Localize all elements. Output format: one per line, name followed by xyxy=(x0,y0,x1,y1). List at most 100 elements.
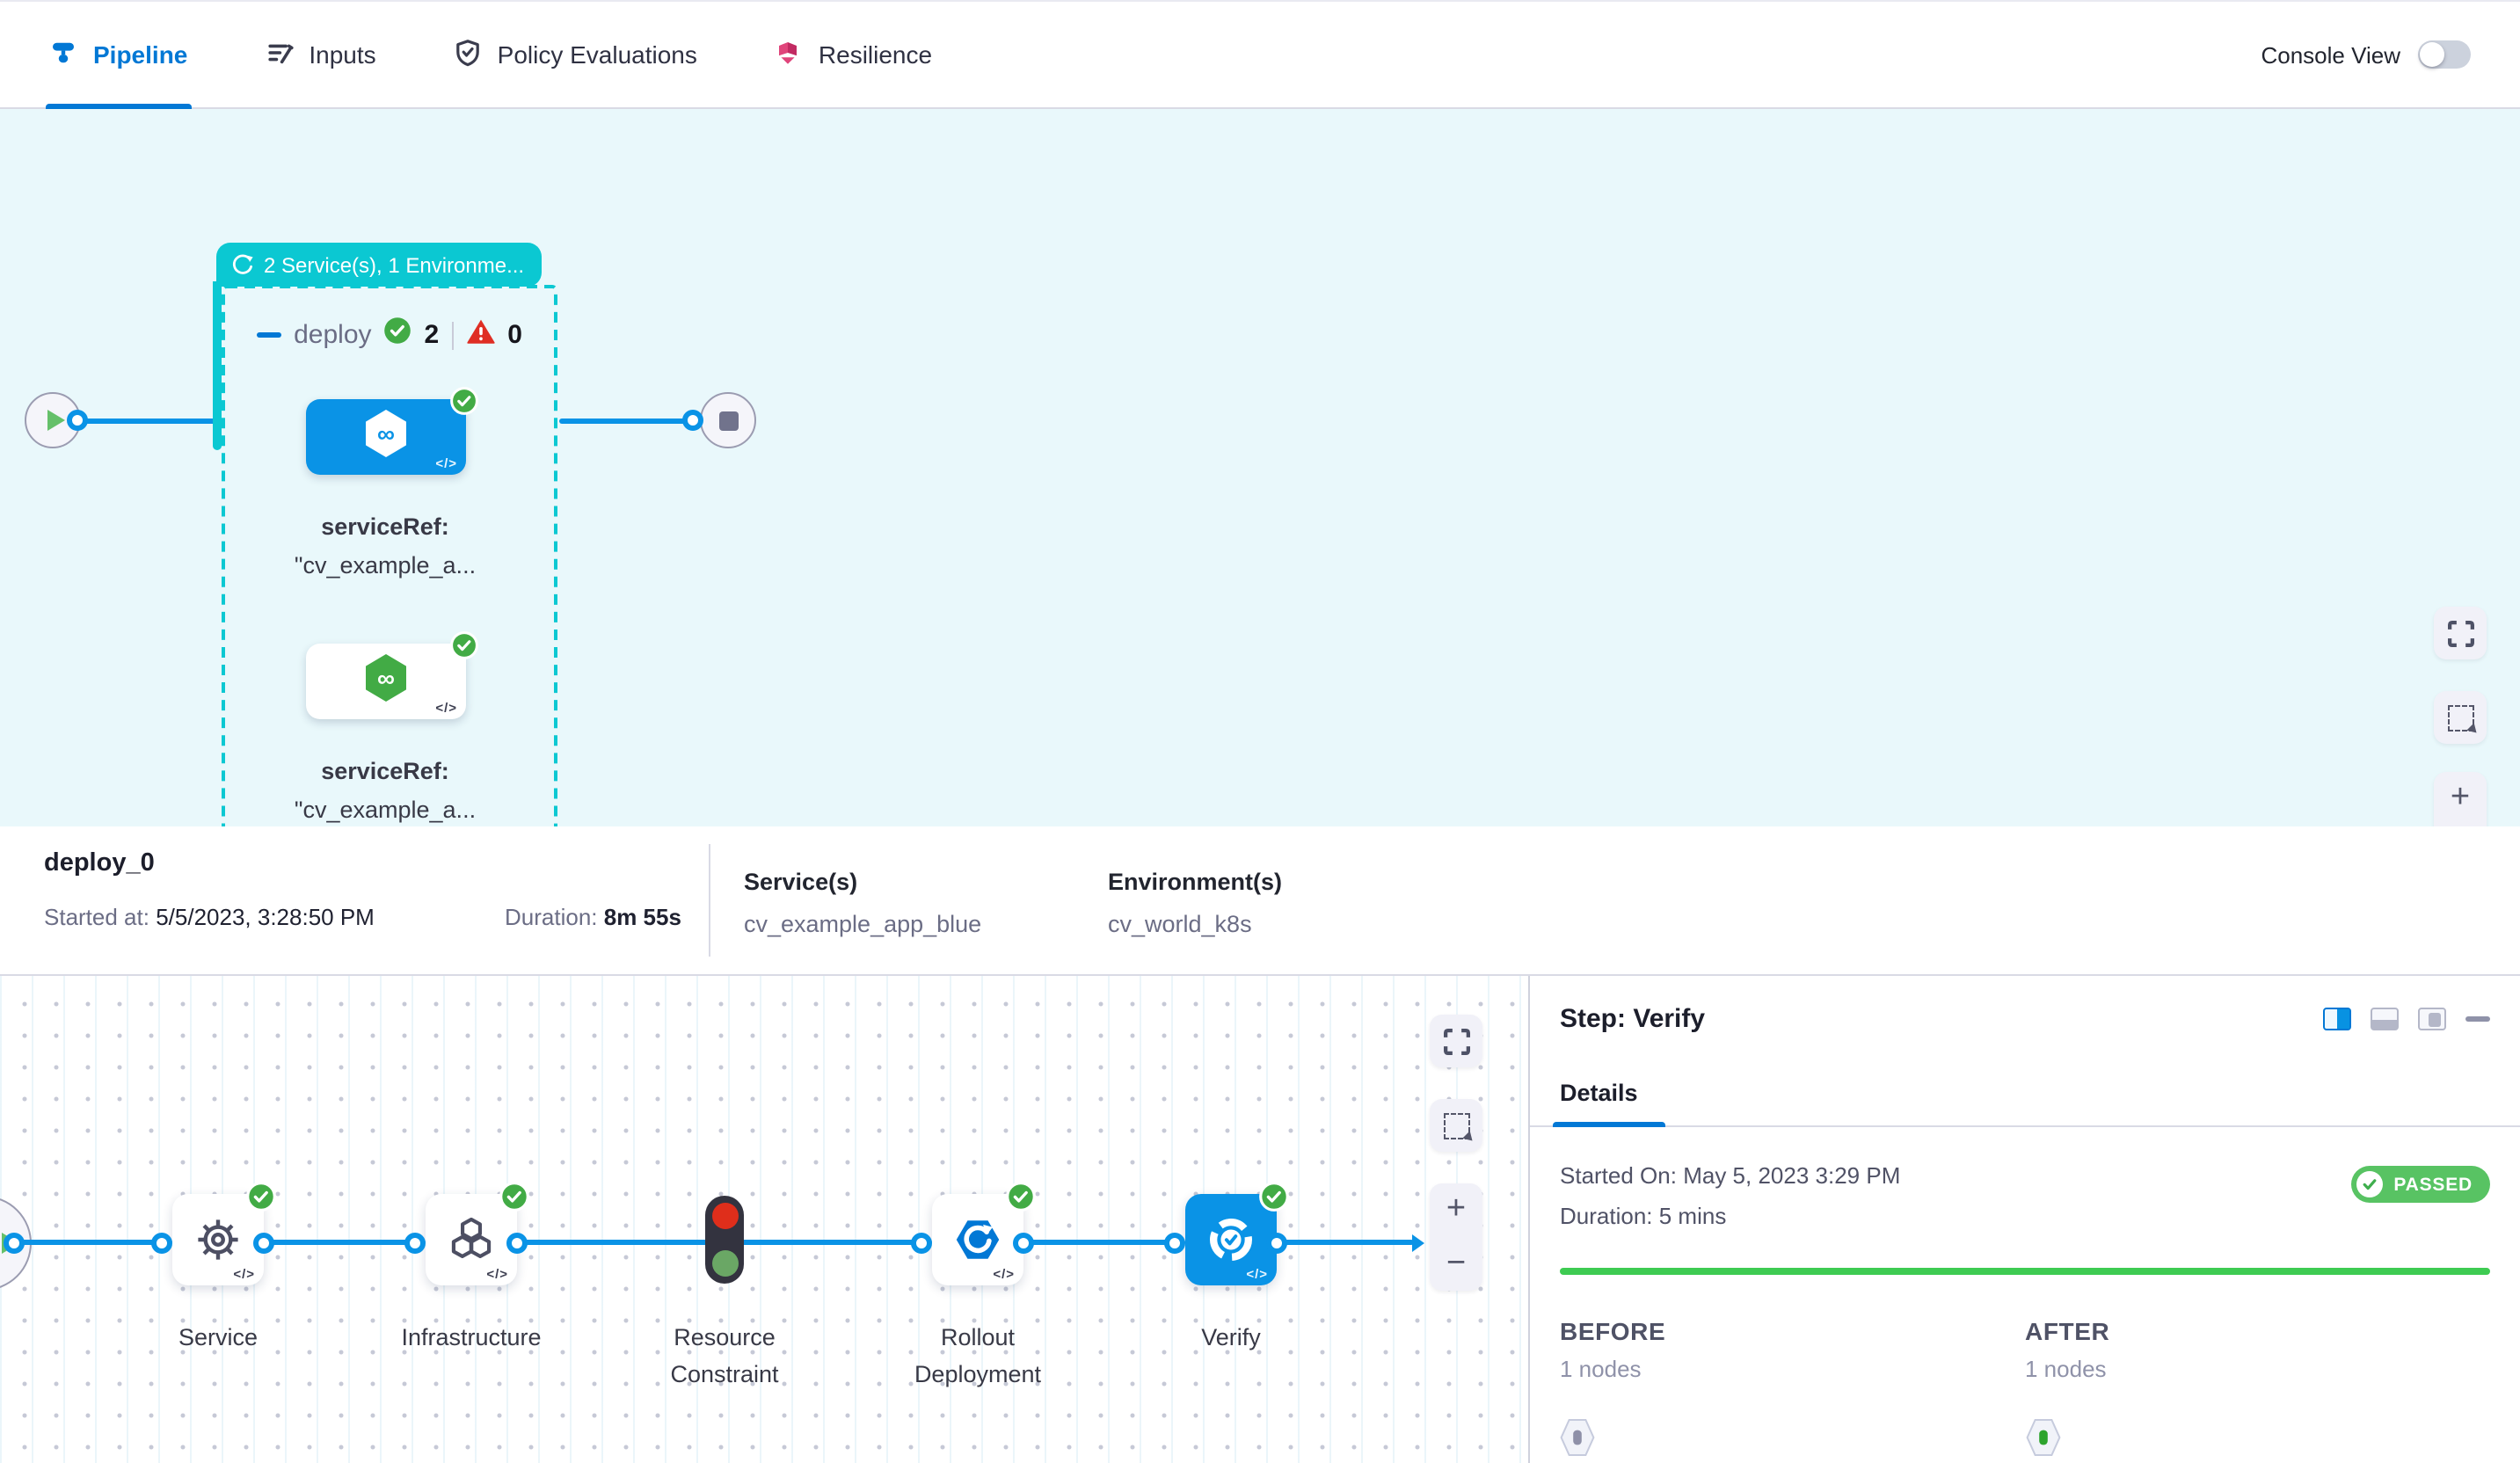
fit-to-screen-button[interactable] xyxy=(1430,1015,1482,1067)
service-ref-value: "cv_example_a... xyxy=(294,797,477,823)
status-success-badge xyxy=(499,1182,529,1220)
step-node-infrastructure[interactable]: </> xyxy=(426,1182,529,1285)
step-label: Service xyxy=(178,1324,258,1350)
before-header: BEFORE xyxy=(1560,1317,1666,1345)
edge-connector-dot xyxy=(151,1233,172,1254)
zoom-in-button[interactable]: + xyxy=(1446,1190,1467,1227)
check-icon xyxy=(2356,1171,2384,1197)
step-node-service[interactable]: </> xyxy=(172,1182,276,1285)
services-value[interactable]: cv_example_app_blue xyxy=(744,911,982,937)
layout-floating-panel-icon[interactable] xyxy=(2418,1008,2446,1030)
code-icon: </> xyxy=(486,1266,508,1282)
service-node-1[interactable]: ∞ </> xyxy=(306,387,478,475)
fit-to-screen-button[interactable] xyxy=(2434,607,2487,659)
service-ref-value: "cv_example_a... xyxy=(294,552,477,579)
tab-resilience[interactable]: Resilience xyxy=(771,2,936,107)
status-badge: PASSED xyxy=(2351,1166,2490,1203)
stage-group-badge[interactable]: 2 Service(s), 1 Environme... xyxy=(216,243,543,287)
marquee-select-icon xyxy=(2447,704,2480,736)
status-success-badge xyxy=(1259,1182,1289,1220)
status-success-badge xyxy=(450,387,478,424)
step-label: Resource Constraint xyxy=(670,1324,779,1387)
edge xyxy=(1023,1240,1185,1245)
pipeline-end-node[interactable] xyxy=(700,392,756,448)
step-label: Infrastructure xyxy=(401,1324,542,1350)
layout-bottom-panel-icon[interactable] xyxy=(2371,1008,2399,1030)
console-view-label: Console View xyxy=(2261,41,2400,68)
edge-connector-dot xyxy=(1266,1233,1287,1254)
marquee-select-button[interactable] xyxy=(1430,1099,1482,1152)
deploy-stage-box[interactable]: deploy 2 0 xyxy=(222,285,557,826)
minimize-panel-icon[interactable] xyxy=(2465,1016,2490,1022)
after-node-hexagon[interactable] xyxy=(2025,1416,2490,1463)
harness-service-icon: ∞ xyxy=(362,407,410,467)
console-view-toggle[interactable] xyxy=(2418,40,2471,69)
started-at-line: Started at: 5/5/2023, 3:28:50 PM xyxy=(44,904,375,930)
panel-layout-controls xyxy=(2323,1008,2490,1030)
divider xyxy=(709,844,710,957)
stage-group-badge-label: 2 Service(s), 1 Environme... xyxy=(264,252,525,277)
loop-icon xyxy=(230,251,253,279)
zoom-in-button[interactable]: + xyxy=(2450,779,2471,816)
bottom-split: </> Service </> Infrastructure xyxy=(0,976,2520,1463)
duration-label: Duration: xyxy=(1560,1203,1653,1229)
edge-stage-to-end xyxy=(559,419,693,424)
pipeline-start-node[interactable] xyxy=(25,392,81,448)
zoom-controls: + − xyxy=(1430,1183,1482,1291)
panel-header: Step: Verify xyxy=(1530,976,2520,1034)
traffic-light-red xyxy=(711,1203,738,1229)
step-label: Rollout Deployment xyxy=(914,1324,1042,1387)
before-node-count: 1 nodes xyxy=(1560,1356,1642,1382)
environments-value[interactable]: cv_world_k8s xyxy=(1108,911,1252,937)
harness-service-icon: ∞ xyxy=(362,651,410,711)
traffic-light-green xyxy=(711,1250,738,1277)
marquee-select-button[interactable] xyxy=(2434,691,2487,744)
execution-tab-bar: Pipeline Inputs xyxy=(0,0,2520,109)
tab-label: Resilience xyxy=(818,40,933,69)
code-icon: </> xyxy=(233,1266,255,1282)
code-icon: </> xyxy=(993,1266,1015,1282)
tab-pipeline[interactable]: Pipeline xyxy=(46,2,192,109)
stage-selected-indicator xyxy=(213,281,222,450)
after-column: AFTER 1 nodes xyxy=(2025,1317,2490,1463)
tab-policy-evaluations[interactable]: Policy Evaluations xyxy=(450,2,701,107)
toggle-knob xyxy=(2420,42,2444,67)
service-node-2[interactable]: ∞ </> xyxy=(306,631,478,719)
tab-label: Inputs xyxy=(309,40,376,69)
service-ref-key: serviceRef: xyxy=(321,758,449,784)
stage-name: deploy xyxy=(294,320,372,350)
code-icon: </> xyxy=(1246,1266,1268,1282)
duration-value: 5 mins xyxy=(1658,1203,1727,1229)
edge xyxy=(1277,1240,1414,1245)
edge xyxy=(517,1240,710,1245)
tab-label: Policy Evaluations xyxy=(497,40,697,69)
tab-details[interactable]: Details xyxy=(1553,1080,1666,1127)
started-at-label: Started at: xyxy=(44,904,149,930)
step-node-rollout-deployment[interactable]: </> xyxy=(932,1182,1036,1285)
edge xyxy=(264,1240,426,1245)
collapse-stage-icon[interactable] xyxy=(257,332,282,338)
code-icon: </> xyxy=(435,455,457,471)
tab-inputs[interactable]: Inputs xyxy=(261,2,379,107)
step-node-resource-constraint[interactable] xyxy=(705,1196,744,1284)
zoom-out-button[interactable]: − xyxy=(1446,1245,1467,1282)
layout-right-panel-icon[interactable] xyxy=(2323,1008,2351,1030)
step-node-verify[interactable]: </> xyxy=(1185,1182,1289,1285)
before-after-columns: BEFORE 1 nodes AFTER 1 nodes xyxy=(1560,1317,2490,1463)
edge xyxy=(14,1240,172,1245)
before-node-hexagon[interactable] xyxy=(1560,1416,2025,1463)
active-tab-underline xyxy=(1553,1122,1666,1127)
step-execution-canvas[interactable]: </> Service </> Infrastructure xyxy=(0,976,1528,1463)
stage-graph-canvas[interactable]: 2 Service(s), 1 Environme... deploy 2 xyxy=(0,109,2520,826)
edge-arrow-tip xyxy=(1412,1234,1424,1251)
pipeline-icon xyxy=(49,38,77,71)
status-badge-label: PASSED xyxy=(2393,1174,2473,1195)
panel-title: Step: Verify xyxy=(1560,1004,1706,1034)
success-check-icon xyxy=(384,317,412,353)
status-success-badge xyxy=(450,631,478,668)
zoom-controls: + − xyxy=(2434,772,2487,826)
edge-connector-dot xyxy=(506,1233,528,1254)
rollout-icon xyxy=(956,1220,1000,1259)
count-divider xyxy=(451,321,454,349)
